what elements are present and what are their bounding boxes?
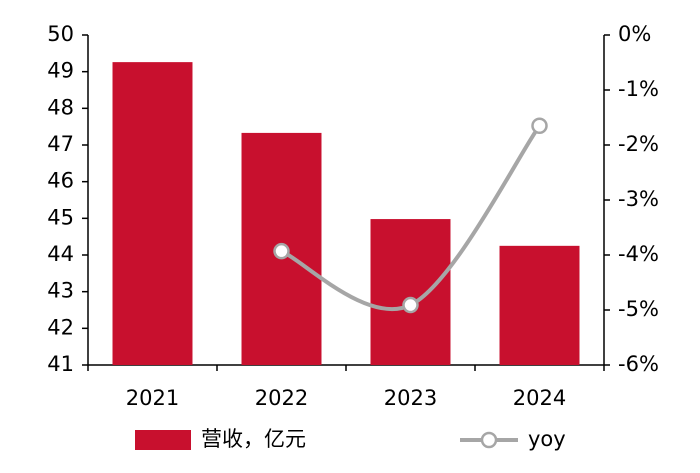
line-marker bbox=[402, 296, 419, 314]
y-tick-label: 49 bbox=[47, 59, 74, 83]
y-tick-label: 45 bbox=[47, 205, 74, 229]
y-tick-label: 46 bbox=[47, 169, 74, 193]
x-tick-label: 2022 bbox=[255, 386, 308, 410]
legend-swatch bbox=[135, 430, 191, 450]
y2-tick-label: 0% bbox=[618, 22, 651, 46]
y-tick-label: 42 bbox=[47, 315, 74, 339]
y-tick-label: 41 bbox=[47, 352, 74, 376]
legend-label: 营收，亿元 bbox=[201, 427, 306, 451]
legend-label: yoy bbox=[528, 427, 566, 451]
y2-tick-label: -5% bbox=[618, 297, 659, 321]
line-marker bbox=[273, 242, 290, 260]
x-tick-label: 2021 bbox=[126, 386, 179, 410]
y-tick-label: 50 bbox=[47, 22, 74, 46]
x-tick-label: 2023 bbox=[384, 386, 437, 410]
y2-tick-label: -4% bbox=[618, 242, 659, 266]
y2-tick-label: -3% bbox=[618, 187, 659, 211]
bar bbox=[499, 245, 580, 365]
y2-tick-label: -1% bbox=[618, 77, 659, 101]
legend-marker bbox=[480, 431, 498, 449]
y-tick-label: 43 bbox=[47, 279, 74, 303]
x-tick-label: 2024 bbox=[513, 386, 566, 410]
bar bbox=[370, 219, 451, 365]
y-tick-label: 47 bbox=[47, 132, 74, 156]
y2-tick-label: -2% bbox=[618, 132, 659, 156]
y-tick-label: 44 bbox=[47, 242, 74, 266]
y-tick-label: 48 bbox=[47, 95, 74, 119]
bar bbox=[112, 62, 193, 366]
y2-tick-label: -6% bbox=[618, 352, 659, 376]
line-marker bbox=[531, 117, 548, 134]
